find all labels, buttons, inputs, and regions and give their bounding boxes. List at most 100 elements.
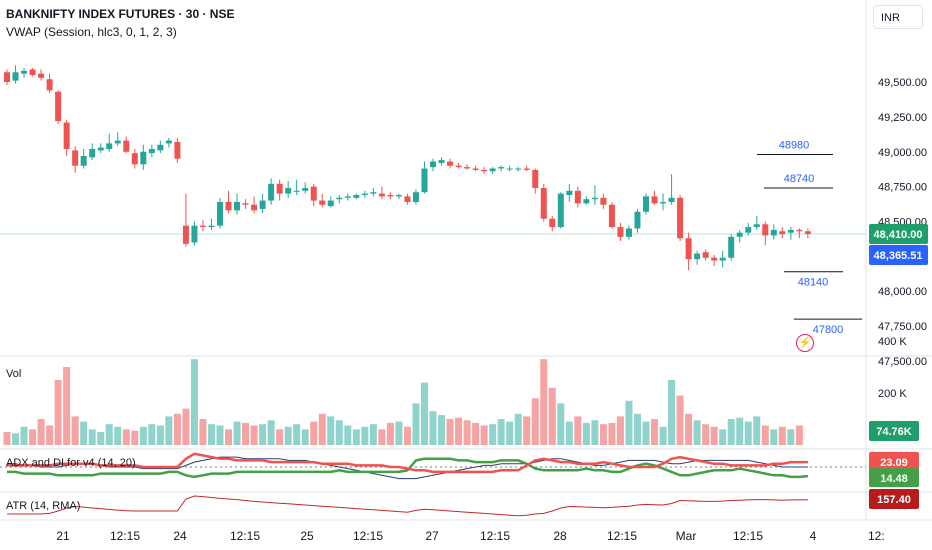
volume-bar — [761, 425, 769, 445]
price-axis-tick-label: 47,500.00 — [878, 356, 927, 368]
candle-body — [472, 168, 479, 170]
candle-body — [80, 155, 87, 166]
currency-button[interactable]: INR — [873, 5, 923, 29]
candle-body — [21, 70, 28, 74]
volume-bar — [207, 424, 215, 445]
candle-body — [412, 192, 419, 202]
atr-last-tag-label: 157.40 — [877, 494, 911, 506]
price-axis-tick-label: 48,000.00 — [878, 286, 927, 298]
candle-body — [191, 225, 198, 243]
volume-bar — [565, 421, 573, 445]
candle-body — [217, 201, 223, 226]
time-axis-tick-label: 12: — [868, 529, 885, 543]
volume-bar — [259, 424, 267, 445]
volume-bar — [54, 380, 62, 445]
time-axis-tick-label: 12:15 — [733, 529, 763, 543]
volume-bar — [250, 425, 258, 445]
candle-body — [123, 140, 130, 152]
candle-body — [796, 229, 803, 232]
candle-body — [387, 195, 394, 197]
candle-body — [353, 195, 360, 198]
candle-body — [225, 201, 232, 211]
volume-bar — [267, 420, 275, 445]
volume-bar — [335, 420, 343, 445]
volume-bar — [105, 424, 113, 445]
di-plus-line — [7, 457, 809, 479]
volume-bar — [497, 419, 505, 445]
candle-body — [302, 188, 309, 191]
volume-bar — [46, 425, 54, 445]
volume-bar — [173, 413, 181, 445]
volume-bar — [395, 421, 403, 445]
volume-bar — [369, 424, 377, 445]
last-price-tag-label: 48,410.00 — [874, 229, 923, 241]
volume-bar — [301, 429, 309, 445]
atr-pane-label[interactable]: ATR (14, RMA) — [6, 500, 81, 512]
candle-body — [276, 183, 283, 194]
candle-body — [319, 200, 326, 205]
volume-bar — [676, 395, 684, 445]
candle-body — [361, 193, 368, 195]
candle-body — [736, 232, 743, 237]
volume-bar — [685, 413, 693, 445]
candle-body — [310, 186, 317, 201]
volume-pane-label[interactable]: Vol — [6, 368, 22, 380]
volume-bar — [753, 416, 761, 445]
volume-bar — [386, 422, 394, 445]
volume-bar — [770, 429, 778, 445]
candle-body — [549, 218, 556, 228]
volume-bar — [778, 426, 786, 445]
volume-bar — [702, 424, 710, 445]
volume-bar — [574, 416, 582, 445]
volume-bar — [378, 429, 386, 445]
candle-body — [694, 253, 701, 260]
alert-bolt-icon[interactable]: ⚡ — [796, 334, 814, 352]
candle-body — [55, 91, 62, 122]
chart-title: BANKNIFTY INDEX FUTURES · 30 · NSE — [6, 7, 235, 21]
volume-bar — [284, 426, 292, 445]
volume-bar — [352, 429, 360, 445]
adx-pane-label[interactable]: ADX and DI for v4 (14, 20) — [6, 457, 136, 469]
vwap-price-tag — [869, 245, 928, 266]
candle-body — [114, 140, 121, 144]
volume-bar — [412, 403, 420, 445]
vwap-price-tag-label: 48,365.51 — [874, 250, 923, 262]
volume-bar — [719, 429, 727, 445]
time-axis-tick-label: 12:15 — [607, 529, 637, 543]
candle-body — [498, 167, 505, 169]
volume-bar — [225, 429, 233, 445]
time-axis-tick-label: Mar — [676, 529, 697, 543]
candle-body — [728, 236, 735, 258]
volume-bar — [514, 413, 522, 445]
candle-body — [523, 168, 530, 170]
level-label: 48140 — [798, 277, 829, 289]
candle-body — [148, 148, 155, 154]
level-label: 47800 — [813, 324, 844, 336]
volume-bar — [12, 433, 20, 445]
candle-body — [38, 73, 45, 78]
candle-body — [72, 150, 79, 166]
vwap-indicator-label[interactable]: VWAP (Session, hlc3, 0, 1, 2, 3) — [6, 25, 177, 39]
volume-bar — [276, 429, 284, 445]
candle-body — [651, 196, 658, 204]
time-axis-tick-label: 24 — [173, 529, 187, 543]
volume-bar — [523, 416, 531, 445]
volume-bar — [88, 429, 96, 445]
atr-line — [7, 495, 808, 517]
candle-body — [591, 197, 598, 200]
candle-body — [455, 165, 462, 168]
volume-bar — [668, 380, 676, 445]
candle-body — [540, 188, 547, 219]
candle-body — [63, 122, 70, 149]
volume-bar — [139, 426, 147, 445]
candle-body — [327, 200, 334, 207]
candle-body — [583, 199, 590, 204]
volume-bar — [327, 416, 335, 445]
level-label: 48980 — [779, 140, 810, 152]
candle-body — [643, 196, 649, 212]
time-axis-tick-label: 25 — [300, 529, 314, 543]
volume-bar — [199, 419, 207, 445]
candle-body — [182, 225, 189, 244]
candle-body — [745, 227, 752, 233]
